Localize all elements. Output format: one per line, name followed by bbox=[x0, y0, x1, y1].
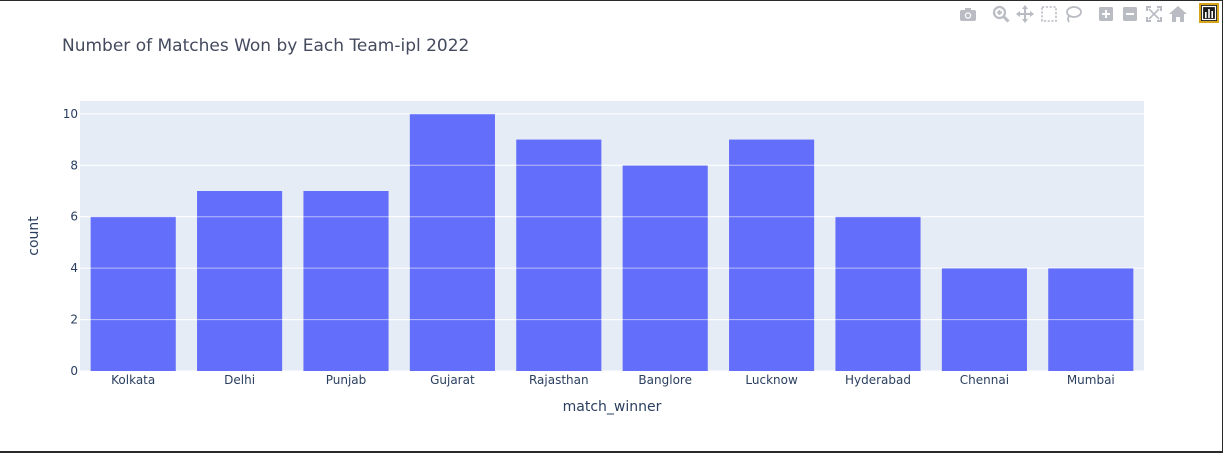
x-tick-label: Hyderabad bbox=[845, 373, 911, 387]
zoom-in-icon[interactable] bbox=[1096, 4, 1116, 24]
bar-lucknow[interactable] bbox=[729, 139, 815, 371]
lasso-select-icon[interactable] bbox=[1063, 4, 1083, 24]
zoom-out-icon[interactable] bbox=[1120, 4, 1140, 24]
bar-gujarat[interactable] bbox=[409, 113, 495, 371]
x-tick-label: Chennai bbox=[960, 373, 1009, 387]
y-tick-label: 2 bbox=[70, 313, 78, 327]
pan-icon[interactable] bbox=[1015, 4, 1035, 24]
x-axis-title: match_winner bbox=[563, 399, 662, 415]
y-tick-label: 10 bbox=[63, 107, 78, 121]
bar-hyderabad[interactable] bbox=[835, 216, 921, 371]
x-tick-label: Gujarat bbox=[430, 373, 475, 387]
box-select-icon[interactable] bbox=[1039, 4, 1059, 24]
x-tick-label: Lucknow bbox=[745, 373, 798, 387]
y-axis-title: count bbox=[26, 216, 42, 256]
x-tick-label: Banglore bbox=[638, 373, 692, 387]
x-tick-label: Delhi bbox=[224, 373, 255, 387]
camera-icon[interactable] bbox=[958, 4, 978, 24]
bar-chart-icon[interactable] bbox=[1199, 3, 1219, 23]
chart-title: Number of Matches Won by Each Team-ipl 2… bbox=[62, 36, 469, 56]
x-tick-label: Punjab bbox=[326, 373, 367, 387]
x-tick-label: Kolkata bbox=[111, 373, 155, 387]
y-tick-label: 8 bbox=[70, 158, 78, 172]
bar-rajasthan[interactable] bbox=[516, 139, 602, 371]
zoom-icon[interactable] bbox=[991, 4, 1011, 24]
y-tick-label: 6 bbox=[70, 210, 78, 224]
autoscale-icon[interactable] bbox=[1144, 4, 1164, 24]
bar-delhi[interactable] bbox=[197, 191, 283, 371]
bar-kolkata[interactable] bbox=[90, 216, 176, 371]
bars bbox=[80, 113, 1144, 371]
reset-axes-icon[interactable] bbox=[1168, 4, 1188, 24]
y-tick-label: 4 bbox=[70, 261, 78, 275]
y-tick-label: 0 bbox=[70, 364, 78, 378]
y-axis-ticks: 0 2 4 6 8 10 bbox=[63, 107, 78, 378]
bar-punjab[interactable] bbox=[303, 191, 389, 371]
x-axis-ticks: Kolkata Delhi Punjab Gujarat Rajasthan Banglo… bbox=[111, 373, 1115, 387]
x-tick-label: Mumbai bbox=[1067, 373, 1115, 387]
x-tick-label: Rajasthan bbox=[529, 373, 589, 387]
